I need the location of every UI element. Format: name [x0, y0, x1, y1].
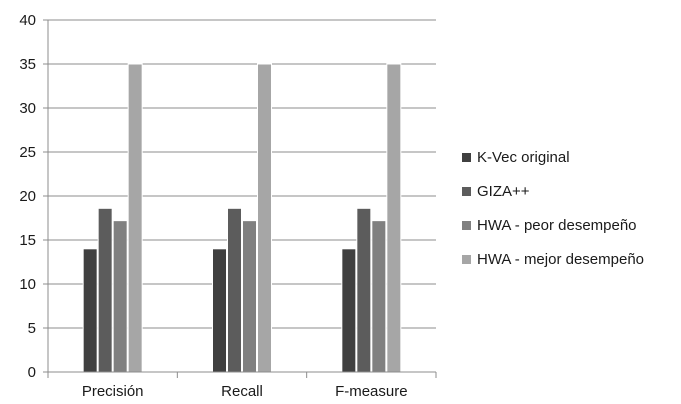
bar: [356, 207, 372, 373]
legend: K-Vec original GIZA++ HWA - peor desempe…: [462, 144, 644, 280]
legend-label: HWA - peor desempeño: [477, 216, 637, 234]
bar: [341, 248, 357, 373]
legend-label: K-Vec original: [477, 148, 570, 166]
x-tick-label: Recall: [221, 383, 263, 400]
bar: [242, 220, 257, 373]
legend-swatch: [462, 254, 471, 264]
x-axis-ticks: Precisión Recall F-measure: [47, 372, 437, 400]
bar: [371, 220, 387, 373]
bar: [386, 63, 402, 373]
y-tick-label: 25: [19, 144, 36, 161]
y-tick-label: 30: [19, 100, 36, 117]
x-tick-label: F-measure: [335, 383, 408, 400]
legend-item-giza: GIZA++: [462, 178, 644, 204]
legend-item-hwa-peor: HWA - peor desempeño: [462, 212, 644, 238]
legend-item-hwa-mejor: HWA - mejor desempeño: [462, 246, 644, 272]
y-tick-label: 15: [19, 232, 36, 249]
y-tick-label: 20: [19, 188, 36, 205]
bar: [112, 220, 128, 373]
bar: [82, 248, 98, 373]
bar: [257, 63, 272, 373]
legend-label: HWA - mejor desempeño: [477, 250, 645, 268]
legend-swatch: [462, 220, 471, 230]
legend-item-k-vec: K-Vec original: [462, 144, 644, 170]
y-tick-label: 10: [19, 276, 36, 293]
y-tick-label: 0: [28, 364, 36, 381]
bar: [127, 63, 143, 373]
x-tick-label: Precisión: [82, 383, 144, 400]
bar: [227, 207, 242, 373]
legend-swatch: [462, 186, 471, 196]
legend-label: GIZA++: [477, 182, 530, 200]
bars: [82, 63, 402, 373]
y-tick-label: 35: [19, 56, 36, 73]
y-tick-label: 5: [28, 320, 36, 337]
y-tick-label: 40: [19, 12, 36, 29]
bar: [212, 248, 227, 373]
bar: [97, 207, 113, 373]
y-axis-ticks: 0 5 10 15 20 25 30 35 40: [19, 12, 36, 381]
legend-swatch: [462, 152, 471, 162]
